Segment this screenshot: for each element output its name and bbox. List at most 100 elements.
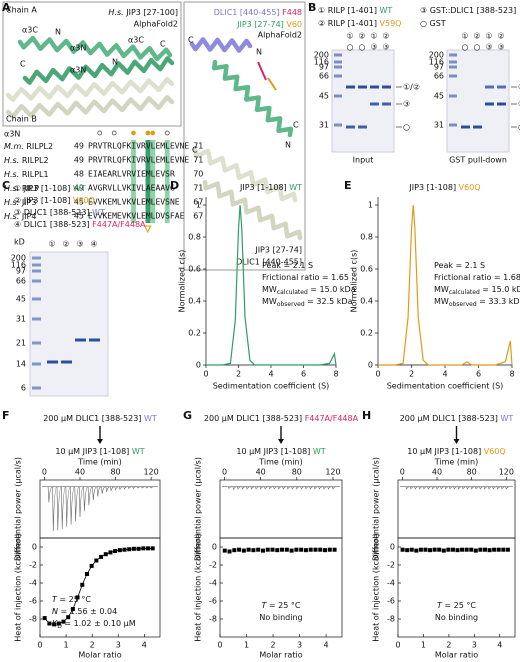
x-axis-label: Time (min) — [258, 458, 302, 467]
text-part: RILPL2 — [24, 142, 53, 151]
text-part: observed — [277, 301, 305, 308]
data-point — [270, 547, 275, 552]
data-point — [141, 546, 146, 551]
text-part: H.s. — [4, 212, 19, 221]
y-tick-label: 0.6 — [188, 265, 201, 274]
data-point — [246, 547, 251, 552]
y-axis-label: Differential power (µcal/s) — [14, 457, 23, 561]
mw-marker: 6 — [21, 384, 26, 393]
cell-label: 10 µM JIP3 [1-108] V60Q — [407, 447, 505, 456]
conservation-dot — [111, 130, 117, 136]
y-tick-label: -6 — [387, 597, 395, 606]
mw-marker: 66 — [319, 72, 329, 81]
data-point — [299, 547, 304, 552]
text-part: T — [437, 601, 443, 610]
annotation: Frictional ratio = 1.65 — [262, 273, 349, 282]
gel-band — [346, 125, 355, 129]
text-part: WT — [132, 447, 145, 456]
y-axis-label: Normalized c(s) — [350, 250, 359, 313]
sequence: AVGRVLLVKIVLAEAAVG — [88, 184, 175, 193]
x-tick-label: 0 — [400, 468, 405, 477]
injection-peak — [291, 486, 296, 490]
data-point — [428, 548, 433, 553]
injection-peak — [309, 486, 314, 490]
arrow-head — [453, 439, 460, 444]
band-label: ○ — [518, 123, 520, 132]
injection-peak — [300, 486, 305, 490]
text-part: ① RILP [1-401] — [318, 6, 380, 15]
injection-peak — [255, 486, 260, 490]
injection-peak — [505, 486, 510, 490]
gel-band — [61, 360, 72, 364]
injection-peak — [141, 486, 146, 489]
y-tick-label: -4 — [29, 579, 37, 588]
data-point — [460, 547, 465, 552]
y-tick-label: -8 — [387, 615, 395, 624]
x-tick-label: 0 — [37, 641, 42, 650]
method-label: AlphaFold2 — [258, 31, 302, 40]
gel-band — [382, 85, 391, 89]
text-part: Frictional ratio = 1.68 — [434, 273, 520, 282]
gel-band — [485, 102, 494, 106]
text-part: K — [52, 619, 58, 628]
residue-start: 49 — [74, 156, 84, 165]
injection-peak — [250, 486, 256, 490]
lane-label: ○ — [347, 43, 354, 52]
x-tick-label: 80 — [292, 468, 302, 477]
mw-marker: 97 — [16, 267, 26, 276]
text-part: T — [52, 595, 58, 604]
terminus-label: C — [293, 121, 299, 130]
gel-band — [89, 338, 100, 342]
data-point — [327, 547, 332, 552]
injection-peak — [87, 486, 93, 506]
data-point — [400, 547, 405, 552]
residue-end: 71 — [193, 184, 203, 193]
injection-peak — [52, 486, 58, 532]
injection-peak — [61, 486, 66, 530]
injection-peak — [331, 486, 337, 490]
band-label: ○ — [403, 123, 410, 132]
injection-peak — [145, 486, 151, 489]
data-point — [487, 548, 492, 553]
lane-label: ② — [62, 240, 69, 249]
x-tick-label: 2 — [90, 641, 95, 650]
y-axis-label: Heat of injection (kcal/mol) — [372, 533, 381, 641]
method-label: AlphaFold2 — [134, 20, 178, 29]
helix — [17, 35, 173, 62]
species-name: H.s. RILPL2 — [4, 156, 49, 165]
gel-band — [497, 85, 506, 89]
x-tick-label: 2 — [270, 641, 275, 650]
titrant-label: 200 µM DLIC1 [388-523] F447A/F448A — [204, 414, 359, 423]
terminus-label: C — [160, 40, 166, 49]
helix-label: α3C — [128, 36, 144, 45]
x-tick-label: 0 — [395, 641, 400, 650]
data-point — [308, 547, 313, 552]
data-point — [146, 546, 150, 551]
lane-label: ② — [497, 32, 504, 41]
injection-peak — [405, 486, 411, 490]
gel-band — [370, 85, 379, 89]
y-tick-label: 0.2 — [360, 329, 373, 338]
helix — [211, 59, 294, 138]
y-tick-label: 0 — [32, 543, 37, 552]
x-tick-label: 4 — [142, 641, 147, 650]
lane-label: ① — [370, 32, 377, 41]
x-tick-label: 2 — [446, 641, 451, 650]
data-point — [289, 548, 294, 553]
column-highlight — [131, 140, 136, 223]
gel-band — [358, 125, 367, 129]
x-tick-label: 3 — [116, 641, 121, 650]
text-part: WT — [313, 447, 326, 456]
data-point — [232, 548, 237, 553]
text-part: MW — [262, 285, 277, 294]
data-point — [409, 547, 414, 552]
helix-label: α3N — [70, 44, 86, 53]
lane-label: ③ — [76, 240, 83, 249]
text-part: D — [57, 623, 62, 630]
x-tick-label: 8 — [333, 370, 338, 379]
mw-marker: 31 — [16, 315, 26, 324]
text-part: ③ GST::DLIC1 [388-523] — [420, 6, 516, 15]
legend-entry: DLIC1 [440-455] — [236, 258, 302, 267]
data-point — [108, 550, 113, 555]
lane-label: ○ — [359, 43, 366, 52]
